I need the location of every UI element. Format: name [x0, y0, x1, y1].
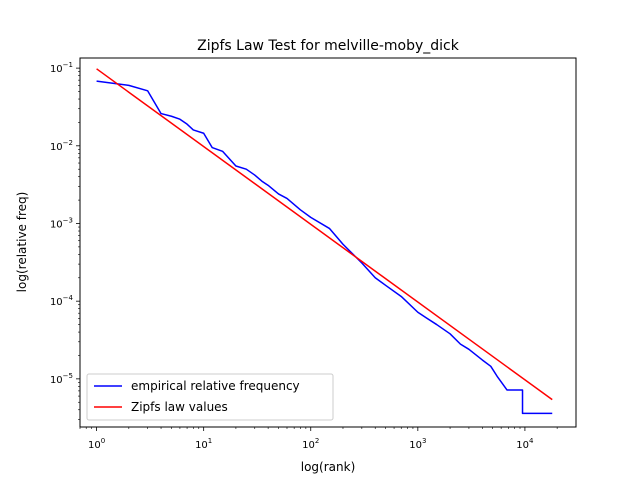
series-line-empirical	[96, 80, 553, 415]
legend: empirical relative frequency Zipfs law v…	[86, 373, 334, 421]
series-layer	[96, 68, 553, 415]
x-tick-label-3: 103	[409, 437, 426, 451]
legend-label-zipf: Zipfs law values	[131, 400, 228, 414]
legend-label-empirical: empirical relative frequency	[131, 379, 300, 393]
y-axis-label: log(relative freq)	[15, 192, 29, 293]
x-axis-label: log(rank)	[301, 460, 356, 474]
series-line-zipf	[96, 68, 553, 401]
y-tick-label-0: 10−5	[50, 372, 73, 386]
x-tick-label-1: 101	[195, 437, 212, 451]
y-tick-label-3: 10−2	[50, 139, 73, 153]
x-tick-label-4: 104	[516, 437, 534, 451]
x-axis: 100 101 102 103 104	[79, 427, 558, 451]
plot-frame	[79, 57, 577, 428]
legend-box	[86, 373, 334, 421]
x-tick-label-2: 102	[302, 437, 319, 451]
y-tick-label-1: 10−4	[50, 294, 74, 308]
y-tick-label-2: 10−3	[50, 216, 73, 230]
x-tick-label-0: 100	[88, 437, 105, 451]
y-tick-label-4: 10−1	[50, 61, 73, 75]
chart-title: Zipfs Law Test for melville-moby_dick	[197, 38, 460, 54]
y-axis: 10−5 10−4 10−3 10−2 10−1	[50, 61, 80, 420]
plot-area	[96, 68, 553, 415]
